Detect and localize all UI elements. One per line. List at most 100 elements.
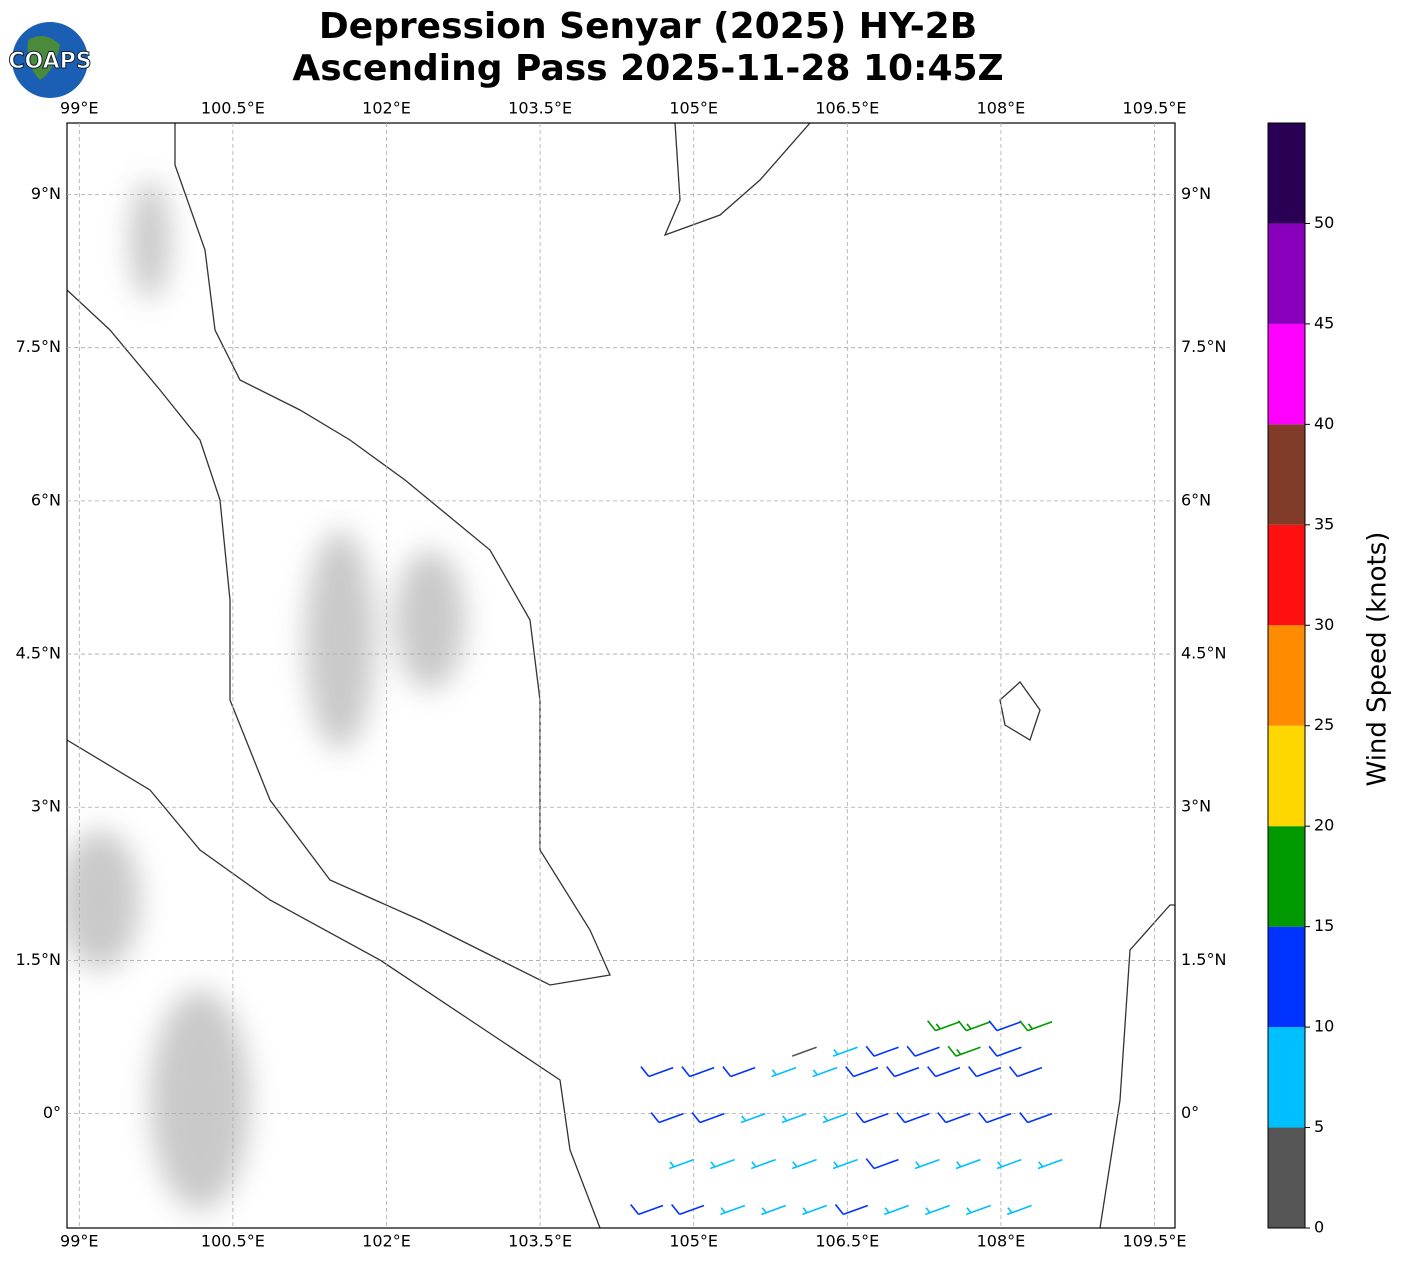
coastline bbox=[1099, 904, 1175, 1228]
colorbar-tick-label: 50 bbox=[1314, 213, 1334, 232]
colorbar-segment bbox=[1268, 625, 1305, 726]
wind-barb bbox=[761, 1204, 787, 1216]
y-tick-label: 3°N bbox=[1181, 797, 1211, 816]
colorbar-label: Wind Speed (knots) bbox=[1363, 532, 1393, 787]
wind-barb bbox=[1006, 1204, 1032, 1216]
wind-barb bbox=[771, 1066, 797, 1078]
wind-barb bbox=[640, 1066, 674, 1078]
x-tick-label: 109.5°E bbox=[1123, 99, 1187, 118]
wind-barb bbox=[1019, 1020, 1053, 1032]
wind-barb bbox=[791, 1046, 817, 1057]
wind-barb bbox=[669, 1158, 694, 1170]
logo-text: COAPS bbox=[8, 49, 91, 74]
colorbar-tick-label: 30 bbox=[1314, 615, 1334, 634]
colorbar-tick-label: 10 bbox=[1314, 1017, 1334, 1036]
wind-barb bbox=[955, 1158, 981, 1170]
wind-barb bbox=[671, 1204, 705, 1216]
coastline bbox=[999, 681, 1041, 741]
terrain bbox=[67, 180, 465, 1210]
x-tick-label: 108°E bbox=[977, 1232, 1026, 1251]
wind-barb bbox=[845, 1066, 879, 1078]
x-tick-label: 103.5°E bbox=[508, 1232, 572, 1251]
wind-barb bbox=[1008, 1066, 1043, 1078]
y-tick-label: 9°N bbox=[1181, 184, 1211, 203]
y-tick-label: 4.5°N bbox=[16, 644, 61, 663]
y-tick-label: 7.5°N bbox=[1181, 337, 1226, 356]
wind-barb bbox=[1037, 1158, 1063, 1170]
wind-barb bbox=[750, 1158, 776, 1170]
y-tick-label: 9°N bbox=[31, 184, 61, 203]
wind-barb bbox=[937, 1112, 971, 1124]
wind-barb bbox=[855, 1112, 889, 1124]
colorbar-segment bbox=[1268, 725, 1305, 827]
chart-title: Depression Senyar (2025) HY-2B bbox=[319, 6, 977, 47]
x-tick-label: 106.5°E bbox=[815, 1232, 879, 1251]
wind-barb bbox=[832, 1158, 858, 1170]
colorbar-segment bbox=[1268, 1027, 1305, 1128]
x-tick-label: 102°E bbox=[362, 99, 411, 118]
x-tick-label: 106.5°E bbox=[815, 99, 879, 118]
wind-barb bbox=[927, 1020, 961, 1032]
wind-barb bbox=[988, 1020, 1022, 1032]
y-tick-label: 1.5°N bbox=[16, 950, 61, 969]
colorbar-tick-label: 0 bbox=[1314, 1218, 1324, 1237]
colorbar-segment bbox=[1268, 323, 1305, 425]
logo-land bbox=[27, 36, 60, 80]
wind-barb bbox=[832, 1046, 858, 1057]
wind-barb bbox=[914, 1158, 940, 1170]
x-tick-label: 103.5°E bbox=[508, 99, 572, 118]
wind-barb bbox=[965, 1204, 991, 1216]
wind-barb bbox=[681, 1066, 715, 1078]
colorbar-segment bbox=[1268, 926, 1305, 1028]
wind-barb bbox=[1019, 1112, 1053, 1124]
wind-barb bbox=[709, 1158, 735, 1170]
map-frame bbox=[66, 122, 1176, 1229]
y-tick-label: 4.5°N bbox=[1181, 644, 1226, 663]
wind-barb bbox=[630, 1204, 664, 1216]
wind-barb bbox=[906, 1045, 940, 1057]
y-tick-label: 7.5°N bbox=[16, 337, 61, 356]
wind-barb bbox=[865, 1158, 899, 1170]
wind-barb bbox=[886, 1066, 920, 1078]
colorbar-frame bbox=[1267, 122, 1306, 1229]
colorbar-segment bbox=[1268, 123, 1305, 224]
y-tick-label: 3°N bbox=[31, 797, 61, 816]
y-tick-label: 6°N bbox=[31, 490, 61, 509]
y-tick-label: 6°N bbox=[1181, 490, 1211, 509]
x-tick-label: 109.5°E bbox=[1123, 1232, 1187, 1251]
colorbar-tick-label: 15 bbox=[1314, 916, 1334, 935]
coastline bbox=[67, 123, 611, 986]
x-tick-label: 100.5°E bbox=[201, 1232, 265, 1251]
wind-barb bbox=[978, 1112, 1012, 1124]
x-tick-label: 102°E bbox=[362, 1232, 411, 1251]
wind-barb bbox=[834, 1204, 869, 1216]
wind-barb bbox=[722, 1066, 756, 1078]
colorbar-segment bbox=[1268, 524, 1305, 626]
colorbar-tick-label: 35 bbox=[1314, 514, 1334, 533]
wind-barb bbox=[781, 1112, 807, 1124]
wind-barb bbox=[925, 1204, 950, 1216]
x-tick-label: 100.5°E bbox=[201, 99, 265, 118]
colorbar-tick-label: 20 bbox=[1314, 816, 1334, 835]
wind-barb bbox=[884, 1204, 910, 1216]
colorbar-segment bbox=[1268, 1127, 1305, 1228]
colorbar-tick-label: 25 bbox=[1314, 715, 1334, 734]
wind-barb bbox=[650, 1112, 684, 1124]
wind-barb bbox=[947, 1045, 981, 1057]
map-background bbox=[67, 123, 1175, 1228]
wind-barb bbox=[691, 1112, 725, 1124]
wind-barb bbox=[967, 1066, 1002, 1078]
wind-barb bbox=[957, 1020, 991, 1032]
y-tick-label: 0° bbox=[1181, 1103, 1199, 1122]
colorbar-segment bbox=[1268, 223, 1305, 324]
y-tick-label: 0° bbox=[43, 1103, 61, 1122]
x-tick-label: 108°E bbox=[977, 99, 1026, 118]
wind-barb bbox=[720, 1204, 746, 1216]
wind-barb bbox=[865, 1045, 899, 1057]
colorbar-segment bbox=[1268, 826, 1305, 927]
wind-barb bbox=[822, 1112, 848, 1124]
wind-barb bbox=[740, 1112, 766, 1124]
x-tick-label: 105°E bbox=[669, 99, 718, 118]
x-tick-label: 105°E bbox=[669, 1232, 718, 1251]
chart-subtitle: Ascending Pass 2025-11-28 10:45Z bbox=[292, 48, 1003, 89]
